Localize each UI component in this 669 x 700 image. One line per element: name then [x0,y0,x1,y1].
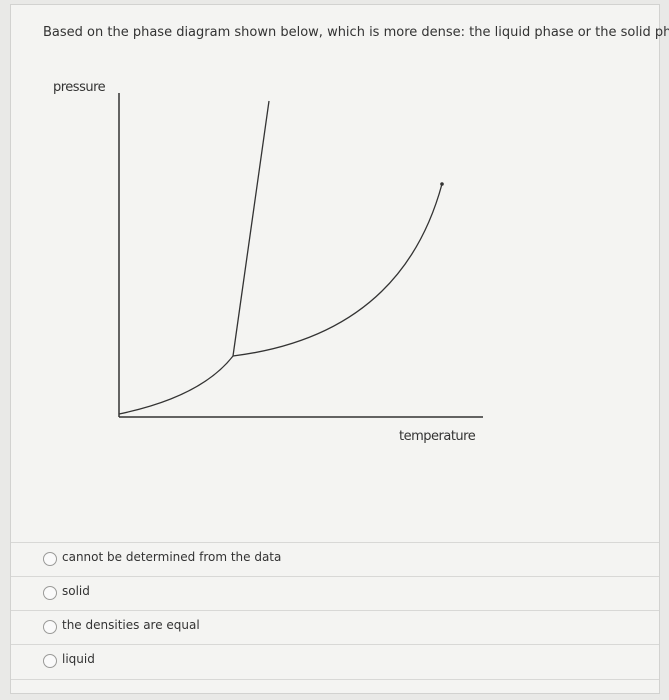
option-text[interactable]: the densities are equal [62,618,200,632]
option-text[interactable]: liquid [62,652,95,666]
option-text[interactable]: solid [62,584,90,598]
question-card: Based on the phase diagram shown below, … [10,4,669,694]
radio-button[interactable] [43,654,57,668]
radio-button[interactable] [43,620,57,634]
option-text[interactable]: cannot be determined from the data [62,550,282,564]
vaporization-curve [232,183,443,357]
phase-diagram: pressure temperature [53,80,483,444]
radio-button[interactable] [43,552,57,566]
x-axis-label: temperature [399,429,476,444]
option-row: the densities are equal [11,610,659,645]
option-row: liquid [11,644,659,680]
option-row: cannot be determined from the data [11,542,659,577]
critical-point [440,182,444,186]
question-text: Based on the phase diagram shown below, … [43,25,669,40]
y-axis-label: pressure [53,80,106,95]
radio-button[interactable] [43,586,57,600]
option-row: solid [11,576,659,611]
fusion-curve [232,100,270,357]
sublimation-curve [118,355,234,415]
